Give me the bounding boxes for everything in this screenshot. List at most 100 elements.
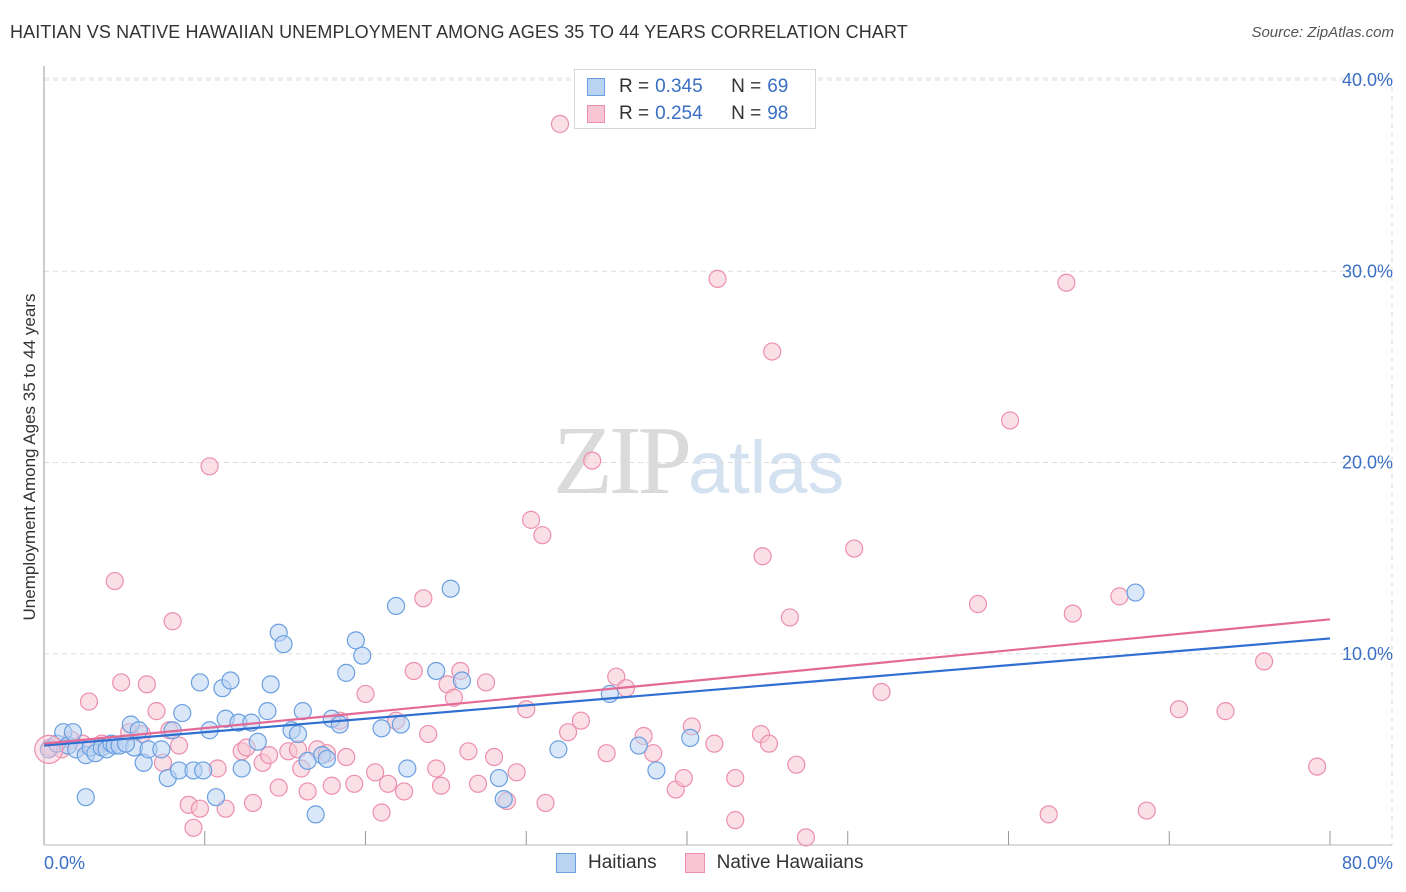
haitians-point [261,675,280,694]
legend-item-native-hawaiians[interactable]: Native Hawaiians [684,852,863,874]
haitians-point [232,759,251,778]
native-hawaiian-point [200,457,219,476]
haitians-point [452,671,472,690]
haitians-point [330,715,349,734]
native-hawaiian-trend-line [43,618,1331,745]
haitians-point [353,646,372,665]
r-label: R = [619,103,650,124]
haitians-point [152,740,171,759]
haitians-point [248,732,267,751]
legend-swatch-native-hawaiians [684,853,705,873]
haitians-point [317,749,337,769]
native-hawaiian-point [1063,604,1082,623]
legend-swatch-haitians [556,853,576,873]
watermark-atlas: atlas [688,426,845,509]
native-hawaiian-point [571,711,591,730]
n-value: 98 [767,103,789,124]
haitians-point [386,596,406,616]
y-tick-label: 10.0% [1342,644,1393,664]
native-hawaiian-point [79,692,99,711]
n-label: N = [731,76,762,97]
haitians-point [346,631,365,650]
native-hawaiian-point [414,589,433,608]
native-hawaiian-point [184,818,203,837]
native-hawaiian-point [1001,411,1020,430]
haitians-point [629,736,648,755]
native-hawaiian-point [269,778,288,797]
native-hawaiian-point [337,747,356,767]
haitians-point [549,740,568,759]
native-hawaiian-point [521,510,541,529]
haitians-point [194,761,213,780]
haitians-point [288,724,308,744]
watermark-zip: ZIP [553,407,692,515]
native-hawaiian-point [872,682,891,702]
native-hawaiian-point [1169,700,1188,719]
haitians-point [372,719,391,738]
haitians-point [190,673,210,692]
n-value: 69 [767,76,789,97]
native-hawaiian-point [419,724,438,744]
native-hawaiian-point [169,736,189,755]
r-value: 0.345 [655,76,703,97]
stats-row-native-hawaiians: R = 0.254 N = 98 [575,102,788,126]
native-hawaiian-point [674,768,693,788]
legend-item-haitians[interactable]: Haitians [556,852,657,874]
native-hawaiian-point [1308,757,1327,776]
native-hawaiian-point [112,673,131,692]
native-hawaiian-point [597,744,616,763]
native-hawaiian-point [705,734,724,753]
native-hawaiian-point [356,684,375,704]
native-hawaiian-point [190,799,210,818]
haitians-point [258,702,277,721]
native-hawaiian-point [243,793,263,813]
native-hawaiian-point [366,763,385,782]
haitians-point [1126,583,1145,602]
y-axis-label: Unemployment Among Ages 35 to 44 years [20,294,39,621]
native-hawaiian-cluster-point [34,734,64,764]
native-hawaiian-point [533,526,552,545]
chart-source: Source: ZipAtlas.com [1251,24,1394,41]
chart-title: HAITIAN VS NATIVE HAWAIIAN UNEMPLOYMENT … [10,22,908,42]
stats-row-haitians: R = 0.345 N = 69 [575,75,788,99]
native-hawaiian-point [507,763,526,782]
native-hawaiian-point [1254,652,1274,671]
native-hawaiian-point [345,774,364,793]
native-hawaiian-point [147,702,166,721]
native-hawaiian-point [372,803,391,822]
native-hawaiian-point [298,782,317,801]
native-hawaiian-point [536,793,555,813]
native-hawaiian-point [427,759,446,778]
haitians-point [441,579,460,598]
haitians-point [76,788,95,807]
points-layer [34,114,1327,847]
native-hawaiian-point [796,828,816,847]
haitians-swatch [587,78,605,96]
haitians-point [398,759,417,778]
haitians-point [63,723,83,742]
haitians-point [206,788,226,807]
native-hawaiian-point [404,661,423,681]
native-hawaiian-point [763,342,782,361]
native-hawaiian-point [726,768,745,788]
native-hawaiian-point [753,547,772,566]
native-hawaiian-point [431,776,451,795]
haitians-point [494,789,513,809]
r-label: R = [619,76,650,97]
axis-layer [43,66,1392,846]
native-hawaiian-point [105,571,124,591]
chart-legend: Haitians Native Hawaiians [556,852,891,874]
native-hawaiian-point [485,747,504,767]
native-hawaiian-point [378,774,398,793]
haitians-point [681,728,700,748]
native-hawaiian-point [137,675,156,694]
native-hawaiian-point [444,688,464,707]
r-value: 0.254 [655,103,703,124]
native-hawaiians-swatch [587,105,605,123]
haitians-point [173,703,192,723]
native-hawaiian-point [322,776,341,795]
native-hawaiian-point [968,594,988,614]
x-tick-label: 80.0% [1342,853,1393,873]
grid-layer [44,77,1393,845]
